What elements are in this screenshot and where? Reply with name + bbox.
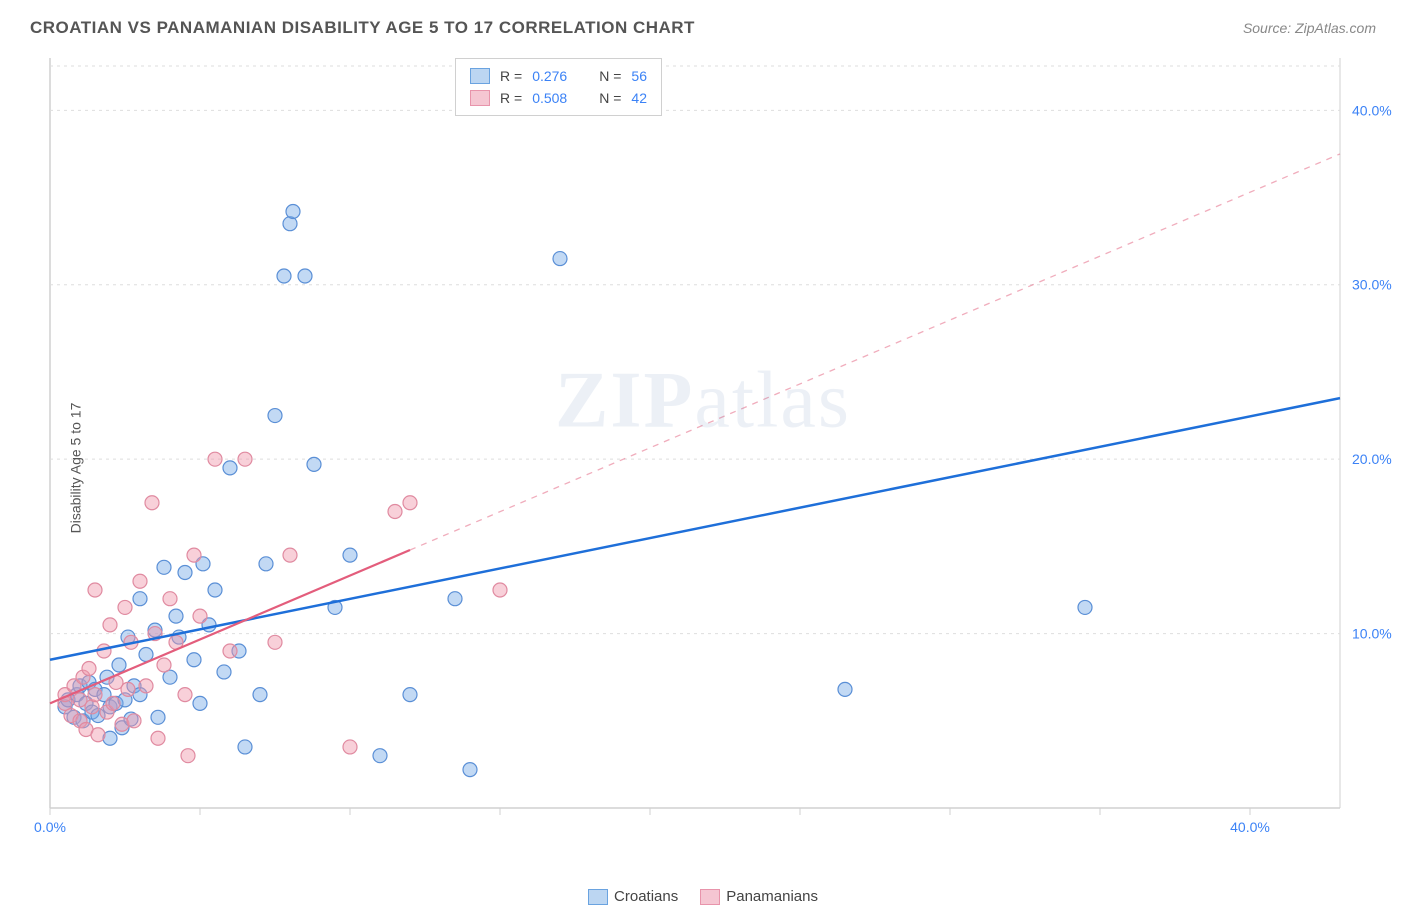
r-value-panamanians: 0.508 [532,87,567,109]
legend-row-croatians: R = 0.276 N = 56 [470,65,647,87]
chart-svg: 10.0% 20.0% 30.0% 40.0% 0.0% 40.0% [0,48,1406,848]
r-label: R = [500,65,522,87]
y-axis-label: Disability Age 5 to 17 [67,403,83,534]
svg-text:10.0%: 10.0% [1352,626,1392,642]
r-label: R = [500,87,522,109]
legend-item-panamanians: Panamanians [700,888,818,905]
svg-text:20.0%: 20.0% [1352,451,1392,467]
legend-item-croatians: Croatians [588,888,678,905]
header: CROATIAN VS PANAMANIAN DISABILITY AGE 5 … [0,0,1406,48]
n-label: N = [599,65,621,87]
chart-title: CROATIAN VS PANAMANIAN DISABILITY AGE 5 … [30,18,695,38]
legend-label-panamanians: Panamanians [726,888,818,905]
swatch-panamanians-icon [700,889,720,905]
n-value-panamanians: 42 [631,87,647,109]
swatch-panamanians [470,90,490,106]
svg-text:40.0%: 40.0% [1230,819,1270,835]
swatch-croatians [470,68,490,84]
svg-text:40.0%: 40.0% [1352,102,1392,118]
legend-series: Croatians Panamanians [0,888,1406,905]
chart-source: Source: ZipAtlas.com [1243,20,1376,36]
legend-correlation: R = 0.276 N = 56 R = 0.508 N = 42 [455,58,662,116]
n-value-croatians: 56 [631,65,647,87]
legend-row-panamanians: R = 0.508 N = 42 [470,87,647,109]
legend-label-croatians: Croatians [614,888,678,905]
r-value-croatians: 0.276 [532,65,567,87]
svg-text:30.0%: 30.0% [1352,277,1392,293]
svg-text:0.0%: 0.0% [34,819,66,835]
chart-area: Disability Age 5 to 17 10.0% 20.0% 30.0% 40… [0,48,1406,888]
swatch-croatians-icon [588,889,608,905]
n-label: N = [599,87,621,109]
